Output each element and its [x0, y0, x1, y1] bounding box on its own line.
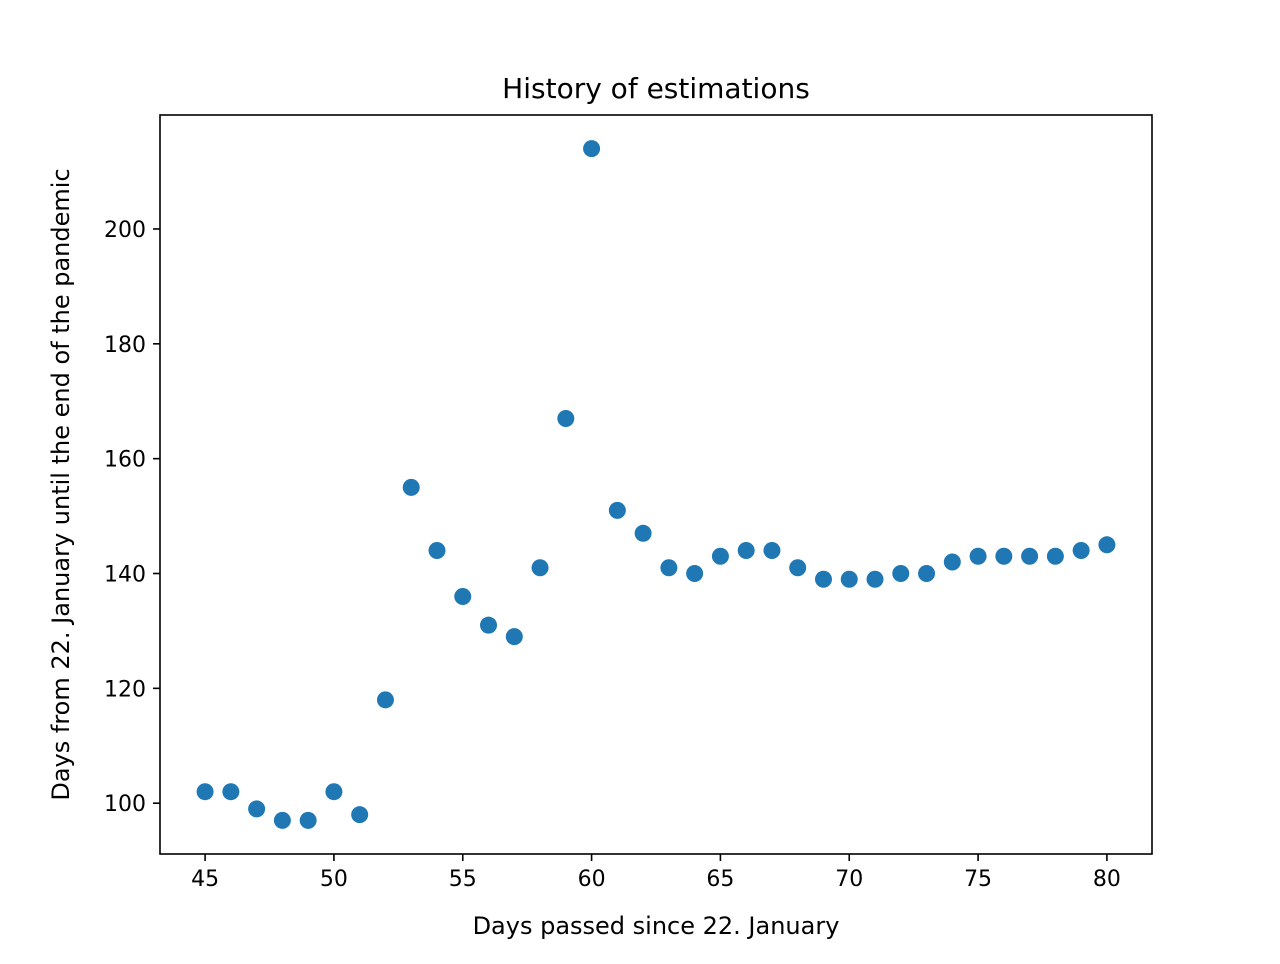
data-point — [711, 547, 729, 565]
data-point — [943, 553, 961, 571]
data-point — [1046, 547, 1064, 565]
data-point — [222, 783, 240, 801]
data-point — [763, 542, 781, 560]
data-point — [866, 570, 884, 588]
data-point — [1072, 542, 1090, 560]
data-point — [969, 547, 987, 565]
data-point — [454, 587, 472, 605]
data-point — [531, 559, 549, 577]
data-point — [299, 811, 317, 829]
data-point — [583, 140, 601, 158]
x-tick-label: 70 — [835, 867, 863, 892]
data-point — [557, 409, 575, 427]
data-point — [351, 806, 369, 824]
data-point — [1021, 547, 1039, 565]
data-point — [814, 570, 832, 588]
data-point — [892, 565, 910, 583]
data-point — [608, 501, 626, 519]
data-point — [660, 559, 678, 577]
data-point — [840, 570, 858, 588]
data-point — [248, 800, 266, 818]
x-tick-label: 65 — [706, 867, 734, 892]
data-points — [196, 140, 1116, 829]
data-point — [634, 524, 652, 542]
y-tick-label: 140 — [104, 563, 146, 588]
x-tick-label: 60 — [578, 867, 606, 892]
data-point — [196, 783, 214, 801]
data-point — [402, 478, 420, 496]
x-tick-label: 75 — [964, 867, 992, 892]
y-tick-label: 180 — [104, 333, 146, 358]
chart-title: History of estimations — [502, 72, 810, 105]
plot-area-frame — [159, 114, 1153, 855]
data-point — [1098, 536, 1116, 554]
data-point — [325, 783, 343, 801]
data-point — [737, 542, 755, 560]
x-tick-label: 55 — [449, 867, 477, 892]
data-point — [428, 542, 446, 560]
data-point — [273, 811, 291, 829]
y-tick-label: 120 — [104, 677, 146, 702]
y-tick-label: 160 — [104, 448, 146, 473]
y-axis-label: Days from 22. January until the end of t… — [47, 168, 75, 800]
x-tick-label: 80 — [1093, 867, 1121, 892]
y-tick-label: 200 — [104, 218, 146, 243]
y-axis-ticks: 100 120 140 160 180 200 — [104, 218, 160, 817]
data-point — [995, 547, 1013, 565]
data-point — [686, 565, 704, 583]
data-point — [505, 628, 523, 646]
data-point — [480, 616, 498, 634]
x-tick-label: 50 — [320, 867, 348, 892]
x-tick-label: 45 — [191, 867, 219, 892]
data-point — [918, 565, 936, 583]
data-point — [789, 559, 807, 577]
y-tick-label: 100 — [104, 792, 146, 817]
x-axis-ticks: 45 50 55 60 65 70 75 80 — [191, 854, 1121, 892]
data-point — [376, 691, 394, 709]
x-axis-label: Days passed since 22. January — [473, 912, 840, 940]
